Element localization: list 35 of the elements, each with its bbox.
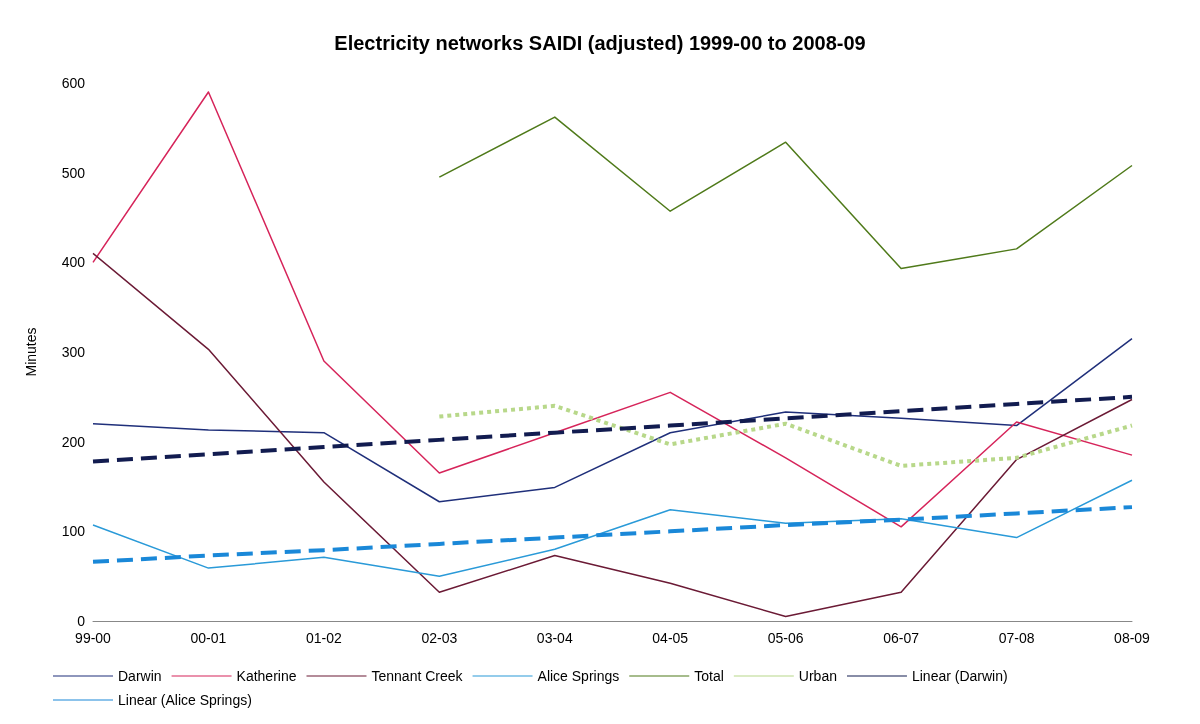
x-tick-label: 02-03 <box>421 630 458 646</box>
x-tick-label: 01-02 <box>305 630 342 646</box>
x-tick-label: 00-01 <box>190 630 227 646</box>
y-tick-label: 400 <box>61 254 86 271</box>
y-tick-label: 600 <box>61 75 86 91</box>
x-tick-label: 05-06 <box>767 630 804 646</box>
x-tick-label: 07-08 <box>998 630 1035 646</box>
y-axis-title: Minutes <box>23 327 39 377</box>
x-tick-label: 99-00 <box>75 630 112 646</box>
x-tick-label: 04-05 <box>652 630 689 646</box>
line-series <box>92 337 1133 503</box>
line-series <box>92 91 1133 528</box>
line-series <box>91 505 1134 564</box>
legend-label: Katherine <box>236 668 297 684</box>
y-tick-label: 200 <box>61 433 86 450</box>
y-tick-label: 0 <box>77 613 86 629</box>
legend-label: Linear (Alice Springs) <box>118 692 252 708</box>
line-series <box>438 116 1133 270</box>
line-series <box>437 403 1134 468</box>
y-tick-label: 300 <box>61 344 86 360</box>
legend-label: Urban <box>798 668 837 684</box>
x-tick-label: 06-07 <box>883 630 920 646</box>
y-tick-label: 500 <box>61 164 86 181</box>
y-tick-label: 100 <box>61 523 86 540</box>
legend-label: Tennant Creek <box>371 668 464 684</box>
x-tick-label: 03-04 <box>536 630 573 646</box>
x-tick-label: 08-09 <box>1114 630 1151 646</box>
line-series <box>91 394 1134 464</box>
legend-label: Darwin <box>118 668 162 684</box>
line-series <box>92 479 1133 577</box>
chart-title: Electricity networks SAIDI (adjusted) 1999-00 to 2008-09 <box>334 32 866 54</box>
legend-label: Alice Springs <box>537 668 620 684</box>
legend-label: Total <box>694 668 724 684</box>
legend-label: Linear (Darwin) <box>911 668 1008 684</box>
line-series <box>92 252 1133 618</box>
